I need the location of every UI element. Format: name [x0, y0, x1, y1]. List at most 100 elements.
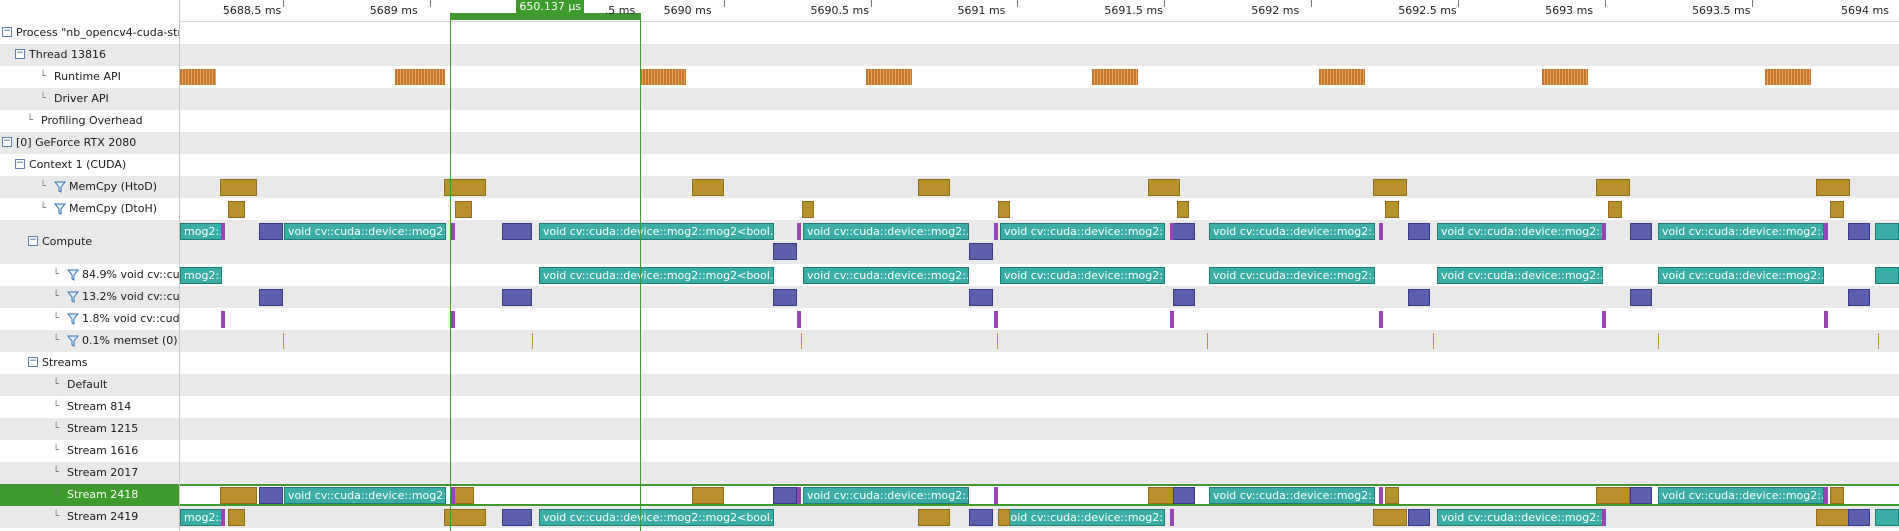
kernel-small[interactable]	[451, 311, 455, 328]
track-streams[interactable]	[180, 352, 1899, 374]
memset-event[interactable]	[801, 333, 802, 349]
kernel-getbackground[interactable]	[773, 243, 797, 260]
stream-event[interactable]	[1630, 487, 1652, 504]
memcpy-event[interactable]	[998, 509, 1010, 526]
row-s2419[interactable]: └ Stream 2419	[0, 506, 179, 528]
kernel-mog2[interactable]: void cv::cuda::device::mog2:...	[284, 223, 446, 240]
memcpy-event[interactable]	[1385, 487, 1399, 504]
memcpy-dtoh[interactable]	[1608, 201, 1622, 218]
memcpy-dtoh[interactable]	[1830, 201, 1844, 218]
row-k3[interactable]: └ 1.8% void cv::cud...	[0, 308, 179, 330]
row-htod[interactable]: └ MemCpy (HtoD)	[0, 176, 179, 198]
collapse-toggle-icon[interactable]: −	[2, 26, 12, 37]
kernel-mog2[interactable]: void cv::cuda::device::mog2:...	[1658, 223, 1824, 240]
stream-event[interactable]	[1596, 487, 1630, 504]
kernel-small[interactable]	[1824, 487, 1828, 504]
row-thread[interactable]: − Thread 13816	[0, 44, 179, 66]
kernel-mog2[interactable]	[1875, 509, 1899, 526]
row-dtoh[interactable]: └ MemCpy (DtoH)	[0, 198, 179, 220]
memcpy-dtoh[interactable]	[455, 201, 472, 218]
row-s_default[interactable]: └ Default	[0, 374, 179, 396]
track-thread[interactable]	[180, 44, 1899, 66]
track-driver_api[interactable]	[180, 88, 1899, 110]
track-k3[interactable]	[180, 308, 1899, 330]
filter-icon[interactable]	[54, 181, 66, 193]
row-compute[interactable]: − Compute	[0, 220, 179, 264]
track-s2418[interactable]	[180, 484, 1899, 506]
memcpy-htod[interactable]	[220, 179, 257, 196]
timeline-view[interactable]: 5688.5 ms 5689 ms 5690 ms 5690.5 ms 5691 ms 5…	[180, 0, 1899, 531]
memcpy-dtoh[interactable]	[1385, 201, 1399, 218]
kernel-mog2[interactable]: void cv::cuda::device::mog2:...	[1437, 267, 1603, 284]
memcpy-htod[interactable]	[1148, 179, 1180, 196]
row-k1[interactable]: └ 84.9% void cv::cu...	[0, 264, 179, 286]
memcpy-htod[interactable]	[444, 179, 486, 196]
collapse-toggle-icon[interactable]: −	[15, 158, 25, 169]
filter-icon[interactable]	[54, 203, 66, 215]
kernel-getbackground[interactable]	[969, 509, 993, 526]
memcpy-event[interactable]	[228, 509, 245, 526]
kernel-getbackground[interactable]	[1848, 289, 1870, 306]
kernel-small[interactable]	[1602, 223, 1606, 240]
track-s1215[interactable]	[180, 418, 1899, 440]
kernel-getbackground[interactable]	[1408, 509, 1430, 526]
kernel-mog2[interactable]: void cv::cuda::device::mog2::mog2<bool..…	[539, 509, 774, 526]
track-context[interactable]	[180, 154, 1899, 176]
kernel-getbackground[interactable]	[502, 223, 532, 240]
collapse-toggle-icon[interactable]: −	[2, 136, 12, 147]
row-gpu[interactable]: − [0] GeForce RTX 2080	[0, 132, 179, 154]
kernel-small[interactable]	[994, 311, 998, 328]
collapse-toggle-icon[interactable]: −	[28, 356, 38, 367]
kernel-small[interactable]	[221, 311, 225, 328]
memcpy-event[interactable]	[444, 509, 486, 526]
kernel-small[interactable]	[994, 487, 998, 504]
filter-icon[interactable]	[67, 335, 79, 347]
kernel-getbackground[interactable]	[969, 289, 993, 306]
kernel-mog2[interactable]: void cv::cuda::device::mog2:...	[1000, 223, 1165, 240]
kernel-mog2[interactable]: void cv::cuda::device::mog2::mog2<bool..…	[539, 223, 774, 240]
stream-event[interactable]	[259, 487, 283, 504]
kernel-mog2[interactable]: void cv::cuda::device::mog2:...	[1000, 267, 1165, 284]
kernel-mog2[interactable]: void cv::cuda::device::mog2::mog2<bool..…	[539, 267, 774, 284]
memcpy-event[interactable]	[1830, 487, 1844, 504]
memcpy-event[interactable]	[918, 509, 950, 526]
memcpy-dtoh[interactable]	[228, 201, 245, 218]
kernel-getbackground[interactable]	[502, 509, 532, 526]
kernel-getbackground[interactable]	[259, 289, 283, 306]
track-gpu[interactable]	[180, 132, 1899, 154]
row-k2[interactable]: └ 13.2% void cv::cu...	[0, 286, 179, 308]
kernel-small[interactable]	[221, 509, 225, 526]
memcpy-event[interactable]	[220, 487, 257, 504]
kernel-mog2[interactable]	[1875, 267, 1899, 284]
track-process[interactable]	[180, 22, 1899, 44]
kernel-small[interactable]	[797, 487, 801, 504]
filter-icon[interactable]	[67, 291, 79, 303]
memcpy-event[interactable]	[1373, 509, 1407, 526]
filter-icon[interactable]	[67, 269, 79, 281]
kernel-getbackground[interactable]	[1848, 223, 1870, 240]
memcpy-dtoh[interactable]	[1177, 201, 1189, 218]
kernel-getbackground[interactable]	[773, 289, 797, 306]
kernel-getbackground[interactable]	[1848, 509, 1870, 526]
kernel-mog2[interactable]: void cv::cuda::device::mog2:...	[1000, 509, 1165, 526]
kernel-small[interactable]	[797, 311, 801, 328]
row-s2418[interactable]: └ Stream 2418	[0, 484, 179, 506]
row-context[interactable]: − Context 1 (CUDA)	[0, 154, 179, 176]
row-s1616[interactable]: └ Stream 1616	[0, 440, 179, 462]
kernel-getbackground[interactable]	[1408, 289, 1430, 306]
kernel-small[interactable]	[451, 223, 455, 240]
track-s1616[interactable]	[180, 440, 1899, 462]
kernel-mog2[interactable]: void cv::cuda::device::mog2:...	[803, 267, 969, 284]
row-s814[interactable]: └ Stream 814	[0, 396, 179, 418]
kernel-small[interactable]	[994, 223, 998, 240]
kernel-mog2[interactable]: mog2:...	[180, 223, 222, 240]
memset-event[interactable]	[283, 333, 284, 349]
row-s1215[interactable]: └ Stream 1215	[0, 418, 179, 440]
memcpy-htod[interactable]	[918, 179, 950, 196]
runtime-api-call[interactable]	[1319, 69, 1365, 85]
kernel-mog2[interactable]: void cv::cuda::device::mog2:...	[1209, 267, 1375, 284]
memcpy-event[interactable]	[692, 487, 724, 504]
kernel-mog2[interactable]: void cv::cuda::device::mog2:...	[803, 223, 969, 240]
memset-event[interactable]	[997, 333, 998, 349]
kernel-getbackground[interactable]	[502, 289, 532, 306]
